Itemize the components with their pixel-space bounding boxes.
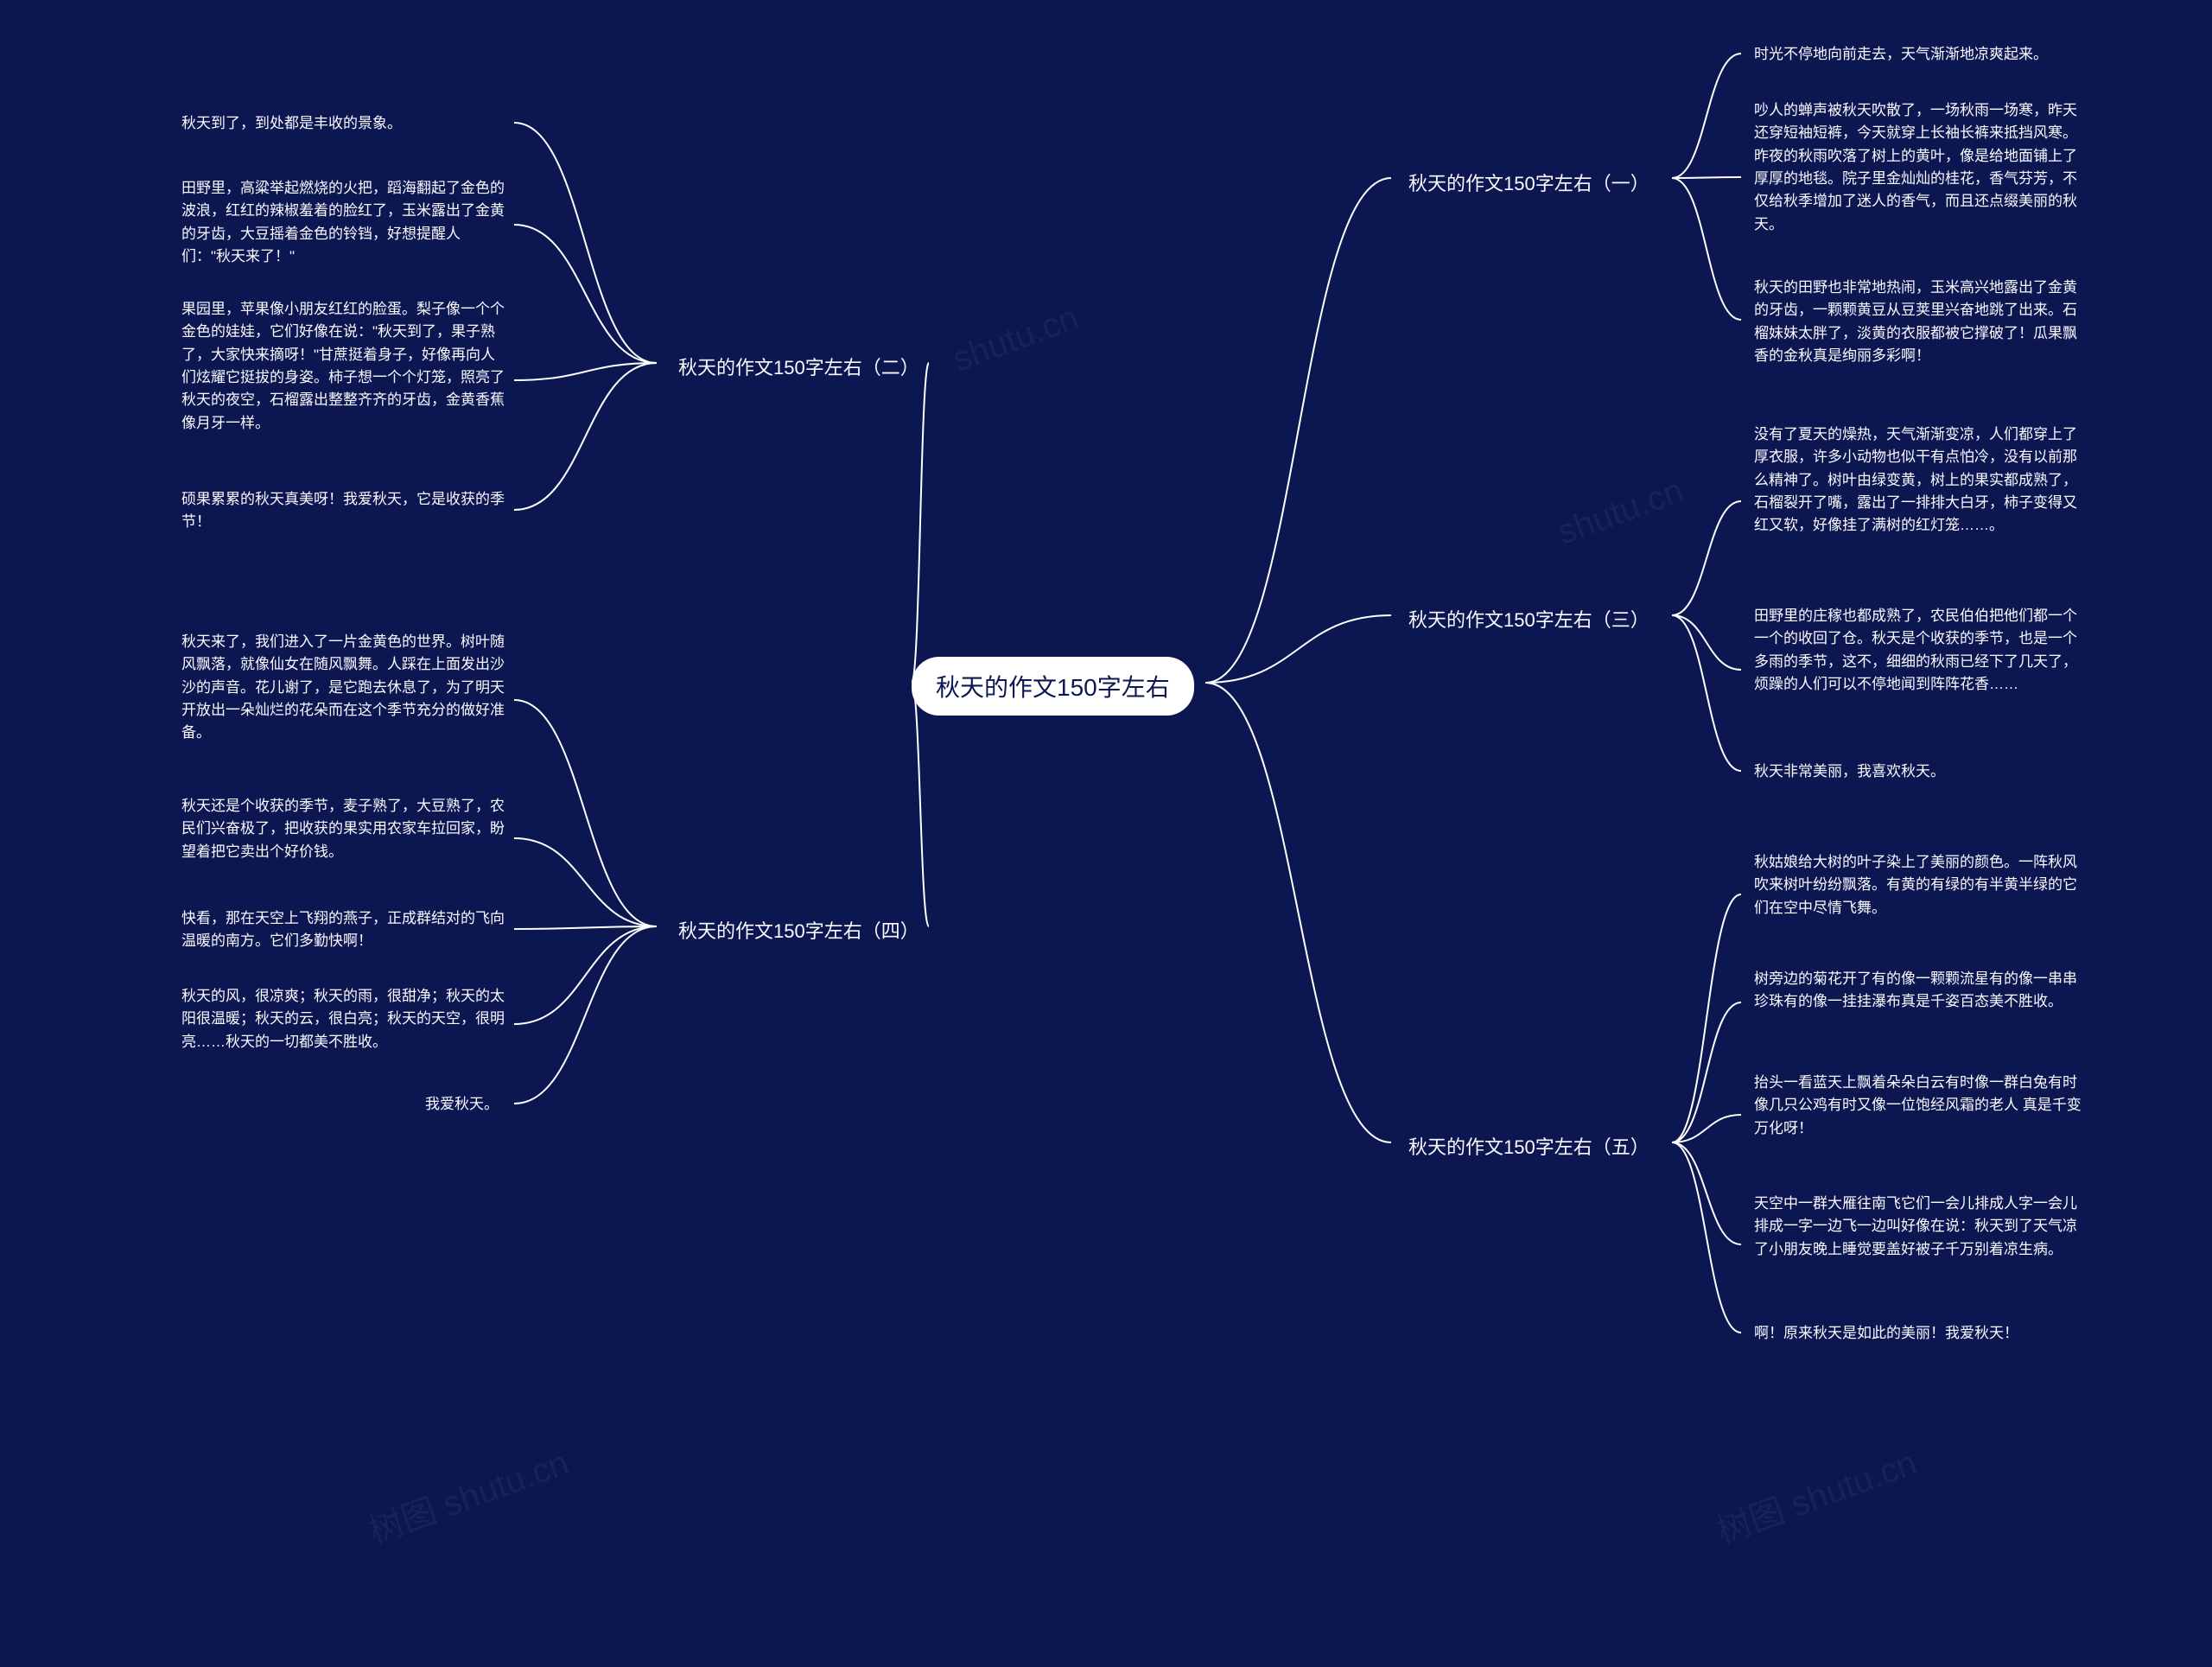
watermark-0: 树图 shutu.cn: [360, 1435, 575, 1553]
leaf-b4l3: 快看，那在天空上飞翔的燕子，正成群结对的飞向温暖的南方。它们多勤快啊！: [181, 907, 510, 953]
branch-b3: 秋天的作文150字左右（三）: [1408, 605, 1649, 633]
leaf-b1l3: 秋天的田野也非常地热闹，玉米高兴地露出了金黄的牙齿，一颗颗黄豆从豆荚里兴奋地跳了…: [1754, 277, 2082, 367]
leaf-b4l2: 秋天还是个收获的季节，麦子熟了，大豆熟了，农民们兴奋极了，把收获的果实用农家车拉…: [181, 795, 510, 863]
watermark-2: shutu.cn: [948, 298, 1084, 379]
watermark-1: 树图 shutu.cn: [1708, 1435, 1923, 1553]
branch-b1: 秋天的作文150字左右（一）: [1408, 169, 1649, 196]
leaf-b1l2: 吵人的蝉声被秋天吹散了，一场秋雨一场寒，昨天还穿短袖短裤，今天就穿上长袖长裤来抵…: [1754, 99, 2082, 236]
leaf-b3l2: 田野里的庄稼也都成熟了，农民伯伯把他们都一个一个的收回了仓。秋天是个收获的季节，…: [1754, 605, 2082, 696]
leaf-b5l2: 树旁边的菊花开了有的像一颗颗流星有的像一串串珍珠有的像一挂挂瀑布真是千姿百态美不…: [1754, 968, 2082, 1014]
branch-b4: 秋天的作文150字左右（四）: [678, 916, 919, 944]
center-node: 秋天的作文150字左右: [912, 657, 1194, 716]
leaf-b4l4: 秋天的风，很凉爽；秋天的雨，很甜净；秋天的太阳很温暖；秋天的云，很白亮；秋天的天…: [181, 985, 510, 1053]
leaf-b5l1: 秋姑娘给大树的叶子染上了美丽的颜色。一阵秋风吹来树叶纷纷飘落。有黄的有绿的有半黄…: [1754, 851, 2082, 919]
leaf-b4l1: 秋天来了，我们进入了一片金黄色的世界。树叶随风飘落，就像仙女在随风飘舞。人踩在上…: [181, 631, 510, 745]
leaf-b2l2: 田野里，高粱举起燃烧的火把，蹈海翻起了金色的波浪，红红的辣椒羞着的脸红了，玉米露…: [181, 177, 510, 268]
watermark-3: shutu.cn: [1553, 471, 1688, 552]
branch-b5: 秋天的作文150字左右（五）: [1408, 1132, 1649, 1160]
leaf-b5l4: 天空中一群大雁往南飞它们一会儿排成人字一会儿排成一字一边飞一边叫好像在说：秋天到…: [1754, 1193, 2082, 1261]
leaf-b5l5: 啊！原来秋天是如此的美丽！我爱秋天！: [1754, 1322, 2082, 1345]
leaf-b2l1: 秋天到了，到处都是丰收的景象。: [181, 112, 510, 135]
leaf-b3l3: 秋天非常美丽，我喜欢秋天。: [1754, 760, 2082, 783]
leaf-b2l4: 硕果累累的秋天真美呀！我爱秋天，它是收获的季节！: [181, 488, 510, 534]
center-label: 秋天的作文150字左右: [936, 674, 1170, 701]
leaf-b5l3: 抬头一看蓝天上飘着朵朵白云有时像一群白兔有时像几只公鸡有时又像一位饱经风霜的老人…: [1754, 1072, 2082, 1140]
leaf-b1l1: 时光不停地向前走去，天气渐渐地凉爽起来。: [1754, 43, 2082, 66]
leaf-b3l1: 没有了夏天的燥热，天气渐渐变凉，人们都穿上了厚衣服，许多小动物也似干有点怕冷，没…: [1754, 423, 2082, 538]
leaf-b4l5: 我爱秋天。: [425, 1093, 753, 1116]
branch-b2: 秋天的作文150字左右（二）: [678, 353, 919, 380]
leaf-b2l3: 果园里，苹果像小朋友红红的脸蛋。梨子像一个个金色的娃娃，它们好像在说："秋天到了…: [181, 298, 510, 435]
